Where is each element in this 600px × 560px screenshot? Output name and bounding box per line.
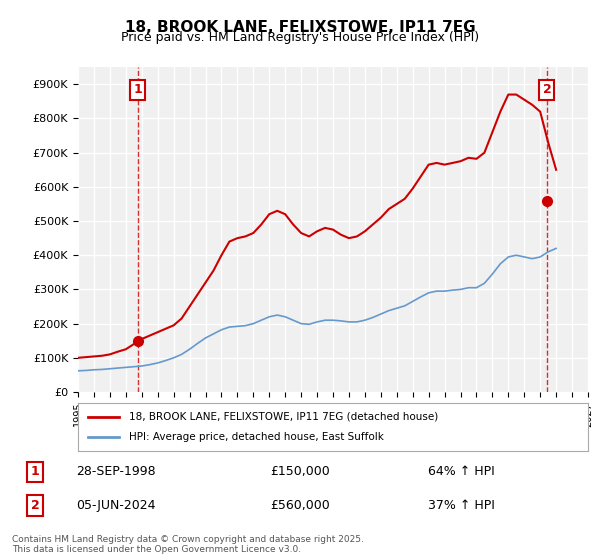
Text: £150,000: £150,000 [270,465,330,478]
Text: 1: 1 [133,83,142,96]
Text: 18, BROOK LANE, FELIXSTOWE, IP11 7EG: 18, BROOK LANE, FELIXSTOWE, IP11 7EG [125,20,475,35]
Text: 1: 1 [31,465,40,478]
Text: 2: 2 [542,83,551,96]
Text: 28-SEP-1998: 28-SEP-1998 [76,465,155,478]
Text: 18, BROOK LANE, FELIXSTOWE, IP11 7EG (detached house): 18, BROOK LANE, FELIXSTOWE, IP11 7EG (de… [129,412,438,422]
Text: Contains HM Land Registry data © Crown copyright and database right 2025.
This d: Contains HM Land Registry data © Crown c… [12,535,364,554]
Text: 64% ↑ HPI: 64% ↑ HPI [428,465,494,478]
Text: £560,000: £560,000 [270,499,330,512]
Text: 2: 2 [31,499,40,512]
Text: 37% ↑ HPI: 37% ↑ HPI [428,499,495,512]
Text: Price paid vs. HM Land Registry's House Price Index (HPI): Price paid vs. HM Land Registry's House … [121,31,479,44]
Text: HPI: Average price, detached house, East Suffolk: HPI: Average price, detached house, East… [129,432,384,442]
Text: 05-JUN-2024: 05-JUN-2024 [76,499,155,512]
